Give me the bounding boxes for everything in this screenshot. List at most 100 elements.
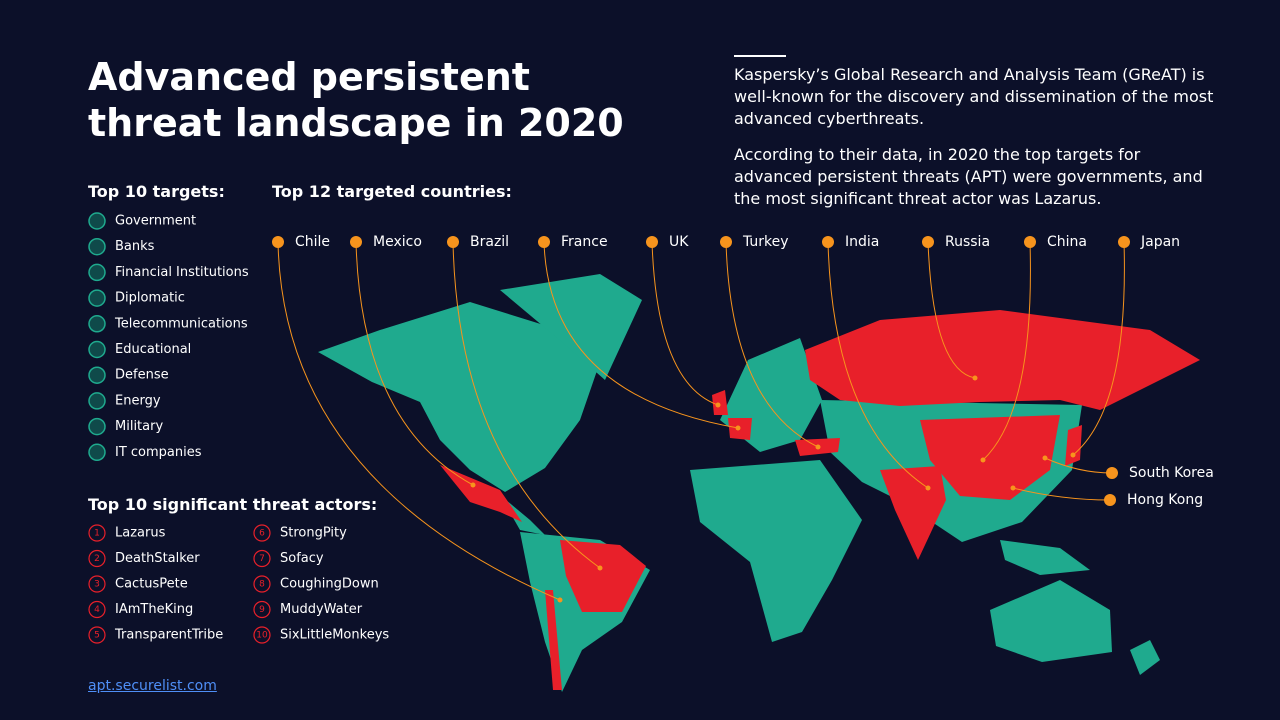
actor-name: CoughingDown [280, 577, 379, 592]
target-icon [88, 417, 106, 436]
connector [651, 241, 719, 406]
target-icon [88, 237, 106, 256]
target-label: Diplomatic [115, 291, 185, 306]
rank-badge [253, 524, 271, 542]
country-label: Chile [295, 234, 330, 250]
connector [982, 241, 1031, 461]
country-target [470, 482, 476, 488]
target-label: Telecommunications [114, 316, 248, 331]
country-label: South Korea [1129, 465, 1214, 481]
target-label: Educational [115, 342, 191, 357]
rank-number: 8 [259, 580, 265, 590]
country-target [557, 597, 563, 603]
rank-number: 1 [94, 529, 100, 539]
rank-badge [88, 600, 106, 619]
rank-badge [253, 626, 271, 644]
section-heading: Top 10 significant threat actors: [88, 495, 378, 514]
rank-badge [88, 524, 106, 542]
connector [827, 241, 929, 489]
country-label: Mexico [373, 234, 422, 250]
paragraph: According to their data, in 2020 the top… [734, 145, 1203, 208]
rank-number: 6 [259, 529, 265, 539]
connector [1044, 457, 1113, 474]
actor-name: IAmTheKing [115, 602, 193, 617]
country-dot [1118, 236, 1130, 248]
country-target [815, 444, 821, 450]
connector [1072, 241, 1125, 456]
country-dot [720, 236, 732, 248]
connector [452, 241, 601, 569]
rank-number: 5 [94, 631, 100, 641]
connector [1012, 487, 1111, 501]
rank-number: 2 [94, 554, 100, 564]
section-heading: Top 10 targets: [88, 182, 225, 201]
rank-badge [88, 575, 106, 593]
target-label: Financial Institutions [115, 265, 249, 280]
rank-badge [88, 549, 106, 568]
section-heading: Top 12 targeted countries: [272, 182, 512, 201]
country-dot [447, 236, 459, 248]
country-target [1042, 455, 1048, 461]
target-label: Banks [115, 239, 155, 254]
country-dot [1024, 236, 1036, 248]
country-label: Brazil [470, 234, 509, 250]
rank-number: 7 [259, 554, 265, 564]
actor-name: TransparentTribe [114, 628, 223, 643]
country-target [715, 402, 721, 408]
country-target [597, 565, 603, 571]
country-label: Hong Kong [1127, 492, 1203, 508]
country-dot [538, 236, 550, 248]
actor-name: MuddyWater [280, 602, 363, 617]
footer-link[interactable]: apt.securelist.com [88, 678, 217, 694]
country-label: France [561, 234, 608, 250]
rank-badge [253, 575, 271, 593]
target-label: Energy [115, 393, 161, 408]
title: Advanced persistent threat landscape in … [88, 54, 624, 146]
target-icon [88, 340, 106, 359]
paragraph: Kaspersky’s Global Research and Analysis… [734, 65, 1214, 128]
rank-number: 9 [259, 605, 265, 615]
country-label: UK [669, 234, 689, 250]
country-target [925, 485, 931, 491]
actor-name: CactusPete [115, 577, 188, 592]
rank-badge [253, 600, 271, 619]
country-dot [272, 236, 284, 248]
actor-name: StrongPity [280, 526, 347, 541]
country-label: Turkey [742, 234, 789, 250]
actor-name: DeathStalker [115, 551, 200, 566]
connector [927, 241, 976, 379]
target-label: Government [115, 214, 196, 229]
country-dot [646, 236, 658, 248]
country-dot [822, 236, 834, 248]
actor-name: Sofacy [280, 551, 324, 566]
country-label: Russia [945, 234, 990, 250]
title-line: Advanced persistent [88, 55, 530, 99]
country-dot [350, 236, 362, 248]
country-target [1070, 452, 1076, 458]
target-icon [88, 443, 106, 462]
rank-number: 3 [94, 580, 100, 590]
target-icon [88, 263, 106, 282]
country-target [735, 425, 741, 431]
country-label: Japan [1140, 234, 1180, 250]
country-target [972, 375, 978, 381]
country-dot [1104, 494, 1116, 506]
rank-badge [253, 549, 271, 568]
country-target [980, 457, 986, 463]
country-dot [1106, 467, 1118, 479]
connector [277, 241, 561, 601]
country-dot [922, 236, 934, 248]
rank-number: 4 [94, 605, 100, 615]
target-icon [88, 315, 106, 333]
target-label: Military [115, 419, 163, 434]
target-label: IT companies [115, 445, 202, 460]
target-label: Defense [115, 368, 169, 383]
title-line: threat landscape in 2020 [88, 101, 624, 145]
country-label: India [845, 234, 879, 250]
target-icon [88, 289, 106, 307]
country-label: China [1047, 234, 1087, 250]
intro: Kaspersky’s Global Research and Analysis… [734, 64, 1214, 210]
connector [355, 241, 474, 486]
